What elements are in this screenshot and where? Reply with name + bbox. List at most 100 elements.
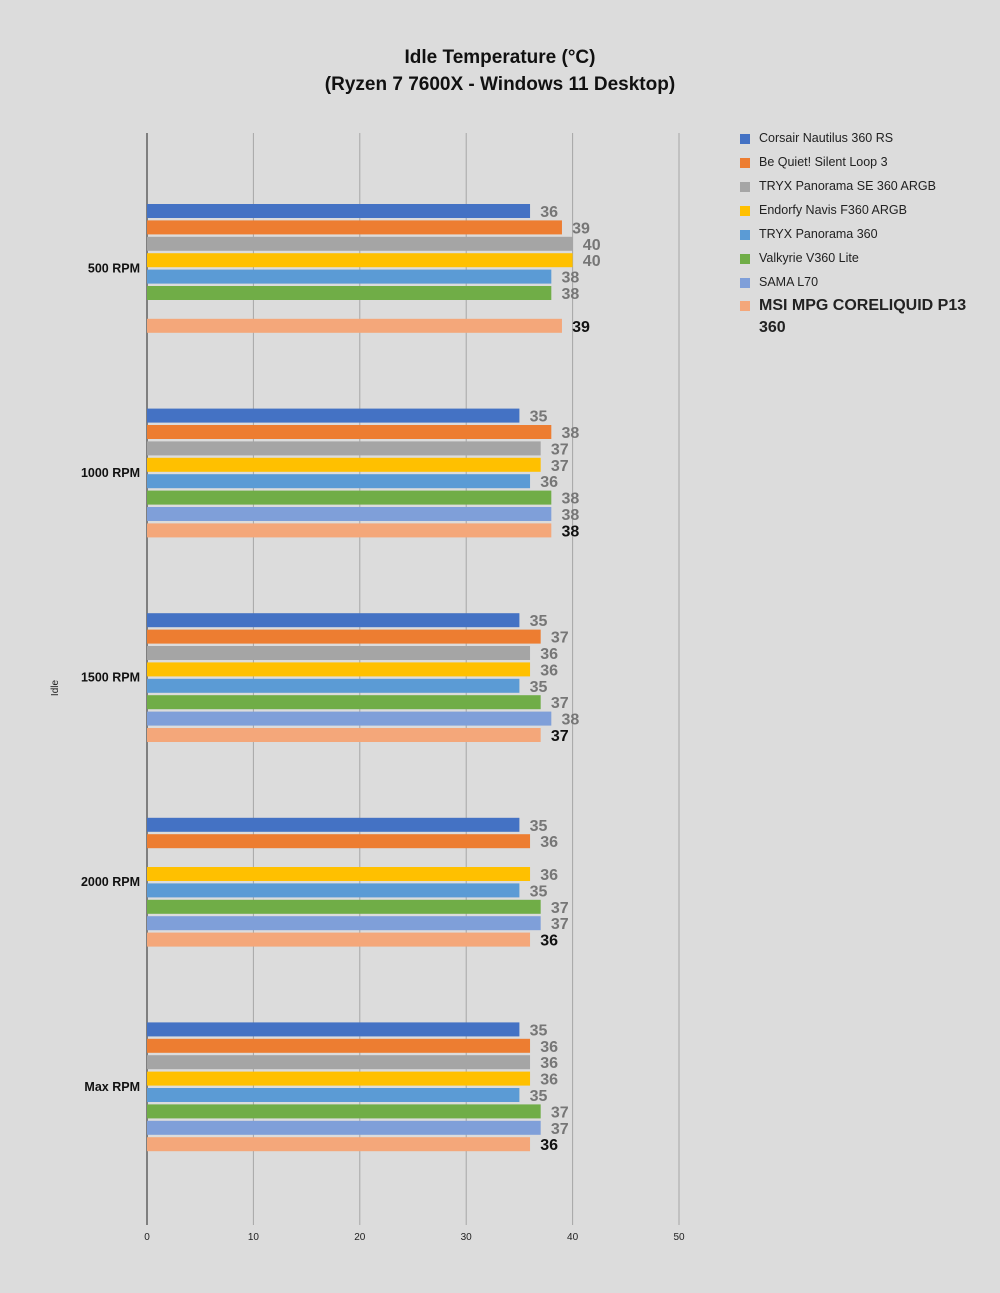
category-label: 1500 RPM xyxy=(81,671,140,685)
bar xyxy=(147,1038,531,1053)
bar xyxy=(147,286,552,300)
bar xyxy=(147,1088,520,1102)
data-label: 37 xyxy=(551,458,569,475)
chart-title: Idle Temperature (°C) (Ryzen 7 7600X - W… xyxy=(0,44,1000,98)
legend-swatch xyxy=(740,301,750,311)
x-tick-label: 10 xyxy=(248,1232,260,1243)
bar xyxy=(147,629,541,644)
bar xyxy=(147,204,531,218)
category-label: 500 RPM xyxy=(88,261,140,275)
bar xyxy=(147,1055,531,1070)
category-label: 2000 RPM xyxy=(81,875,140,889)
legend: Corsair Nautilus 360 RS Be Quiet! Silent … xyxy=(740,130,990,339)
legend-swatch xyxy=(740,278,750,288)
data-label: 39 xyxy=(572,220,590,237)
bar xyxy=(147,711,552,726)
data-label: 37 xyxy=(551,900,569,917)
bar xyxy=(147,932,531,947)
data-label: 38 xyxy=(562,507,580,524)
legend-label: TRYX Panorama 360 xyxy=(759,227,878,241)
x-tick-label: 30 xyxy=(461,1232,473,1243)
legend-item: Be Quiet! Silent Loop 3 xyxy=(740,154,990,178)
data-label: 35 xyxy=(530,679,548,696)
bar xyxy=(147,1120,541,1135)
data-label: 37 xyxy=(551,1104,569,1121)
data-label: 38 xyxy=(562,712,580,729)
bar xyxy=(147,867,531,881)
legend-label: MSI MPG CORELIQUID P13 360 xyxy=(759,297,967,336)
bar xyxy=(147,523,552,538)
data-label: 39 xyxy=(572,319,590,336)
bar xyxy=(147,318,562,333)
bar xyxy=(147,1137,531,1152)
legend-label: Endorfy Navis F360 ARGB xyxy=(759,203,907,217)
data-label: 35 xyxy=(530,818,548,835)
x-tick-label: 20 xyxy=(354,1232,366,1243)
x-tick-label: 40 xyxy=(567,1232,579,1243)
data-label: 36 xyxy=(540,1039,558,1056)
bar xyxy=(147,1022,520,1037)
legend-item: MSI MPG CORELIQUID P13 360 xyxy=(740,295,990,339)
data-label: 36 xyxy=(540,1072,558,1089)
x-tick-label: 50 xyxy=(673,1232,685,1243)
y-axis-title: Idle xyxy=(50,680,61,697)
data-label: 36 xyxy=(540,834,558,851)
bar xyxy=(147,269,552,284)
legend-swatch xyxy=(740,182,750,192)
data-label: 40 xyxy=(583,237,601,254)
data-label: 36 xyxy=(540,867,558,884)
data-label: 38 xyxy=(562,270,580,287)
category-label: 1000 RPM xyxy=(81,466,140,480)
data-label: 38 xyxy=(562,425,580,442)
chart-title-line-2: (Ryzen 7 7600X - Windows 11 Desktop) xyxy=(324,74,676,95)
bar xyxy=(147,457,541,472)
legend-label: TRYX Panorama SE 360 ARGB xyxy=(759,179,936,193)
legend-item: TRYX Panorama 360 xyxy=(740,226,990,250)
data-label: 36 xyxy=(540,646,558,663)
legend-item: Corsair Nautilus 360 RS xyxy=(740,130,990,154)
legend-item: Endorfy Navis F360 ARGB xyxy=(740,202,990,226)
legend-swatch xyxy=(740,206,750,216)
legend-label: SAMA L70 xyxy=(759,275,819,289)
data-label: 38 xyxy=(562,286,580,303)
data-label: 36 xyxy=(540,1055,558,1072)
bar xyxy=(147,662,531,677)
bar xyxy=(147,425,552,439)
data-label: 36 xyxy=(540,933,558,950)
bar xyxy=(147,916,541,931)
legend-item: Valkyrie V360 Lite xyxy=(740,250,990,274)
data-label: 36 xyxy=(540,1137,558,1154)
data-label: 35 xyxy=(530,613,548,630)
legend-swatch xyxy=(740,134,750,144)
data-label: 35 xyxy=(530,409,548,426)
category-label: Max RPM xyxy=(84,1080,140,1094)
data-label: 36 xyxy=(540,474,558,491)
bar xyxy=(147,1071,531,1086)
data-label: 37 xyxy=(551,695,569,712)
data-label: 35 xyxy=(530,883,548,900)
bar xyxy=(147,834,531,849)
legend-label: Corsair Nautilus 360 RS xyxy=(759,131,894,145)
data-label: 36 xyxy=(540,662,558,679)
bar xyxy=(147,899,541,914)
legend-item: SAMA L70 xyxy=(740,274,990,298)
data-label: 37 xyxy=(551,1121,569,1138)
data-label: 40 xyxy=(583,253,601,270)
bar xyxy=(147,507,552,521)
data-label: 38 xyxy=(562,491,580,508)
x-tick-label: 0 xyxy=(144,1232,150,1243)
data-label: 35 xyxy=(530,1088,548,1105)
legend-swatch xyxy=(740,158,750,168)
bar xyxy=(147,695,541,710)
bar xyxy=(147,883,520,898)
bar xyxy=(147,220,562,235)
bar xyxy=(147,728,541,742)
data-label: 37 xyxy=(551,916,569,933)
bar xyxy=(147,490,552,505)
legend-item: TRYX Panorama SE 360 ARGB xyxy=(740,178,990,202)
bar xyxy=(147,236,573,251)
bar xyxy=(147,253,573,268)
bar xyxy=(147,441,541,456)
data-label: 36 xyxy=(540,204,558,221)
